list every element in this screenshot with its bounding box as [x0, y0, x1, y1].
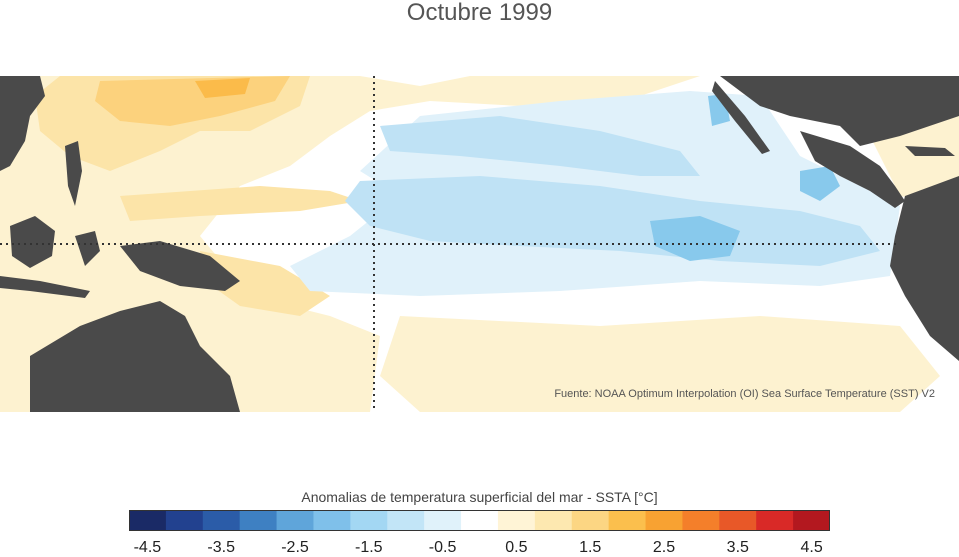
colorbar-tick-label: -1.5	[355, 539, 383, 556]
colorbar-swatch	[202, 510, 241, 531]
colorbar-swatch	[424, 510, 462, 531]
colorbar-label: Anomalias de temperatura superficial del…	[301, 489, 658, 505]
land-asia-mainland	[0, 76, 45, 171]
source-attribution: Fuente: NOAA Optimum Interpolation (OI) …	[554, 388, 935, 400]
land-new-guinea	[120, 241, 240, 291]
colorbar-tick-label: 4.5	[800, 539, 823, 556]
colorbar-tick-label: 1.5	[579, 539, 602, 556]
colorbar-tick-label: 0.5	[505, 539, 528, 556]
colorbar-tick-label: -2.5	[281, 539, 309, 556]
colorbar-swatch	[129, 510, 167, 531]
cool-anomaly-equatorial-tongue	[345, 176, 880, 266]
colorbar-tick-label: -4.5	[133, 539, 162, 556]
cool-anomaly-core-center	[650, 216, 740, 261]
map-title: Octubre 1999	[406, 0, 553, 26]
land-south-america	[890, 176, 959, 361]
warm-anomaly-southwest	[200, 251, 330, 316]
colorbar-swatch	[350, 510, 388, 531]
colorbar-tick-label: -0.5	[428, 539, 457, 556]
colorbar-swatch	[239, 510, 278, 531]
colorbar-swatch	[756, 510, 794, 531]
colorbar-swatch	[793, 510, 830, 531]
colorbar-swatch	[313, 510, 351, 531]
colorbar-swatch	[165, 510, 204, 531]
land-philippines	[65, 141, 82, 206]
land-borneo	[10, 216, 55, 268]
cool-anomaly-regions	[290, 91, 900, 296]
landmasses	[0, 76, 959, 412]
colorbar-swatch	[387, 510, 425, 531]
land-australia	[30, 301, 240, 412]
colorbar-swatch	[645, 510, 684, 531]
sst-anomaly-map	[0, 76, 959, 412]
colorbar-swatch	[719, 510, 757, 531]
land-sumatra-java	[0, 276, 90, 298]
land-central-america	[800, 131, 905, 208]
colorbar-tick-label: -3.5	[207, 539, 235, 556]
colorbar-swatch	[682, 510, 720, 531]
colorbar-border	[129, 510, 830, 531]
cool-anomaly-north-band	[380, 116, 700, 176]
colorbar-swatch	[571, 510, 610, 531]
colorbar-swatch	[461, 510, 499, 531]
colorbar-swatch	[276, 510, 315, 531]
land-north-america	[720, 76, 959, 146]
colorbar-tick-label: 2.5	[652, 539, 676, 556]
cool-anomaly-core-east	[800, 166, 840, 201]
colorbar-ticks: -4.5 -3.5 -2.5 -1.5 -0.5 0.5 1.5 2.5 3.5 4.5	[0, 539, 959, 557]
land-cuba	[905, 146, 955, 156]
warm-anomaly-band-subtropical	[120, 186, 360, 221]
warm-anomaly-north-peak	[195, 78, 250, 98]
colorbar-swatch	[534, 510, 573, 531]
land-sulawesi	[75, 231, 100, 266]
warm-anomaly-south-central	[380, 316, 940, 412]
colorbar-tick-label: 3.5	[726, 539, 749, 556]
colorbar	[129, 510, 830, 531]
colorbar-swatch	[608, 510, 647, 531]
land-baja-california	[712, 81, 770, 154]
colorbar-swatch	[497, 510, 536, 531]
